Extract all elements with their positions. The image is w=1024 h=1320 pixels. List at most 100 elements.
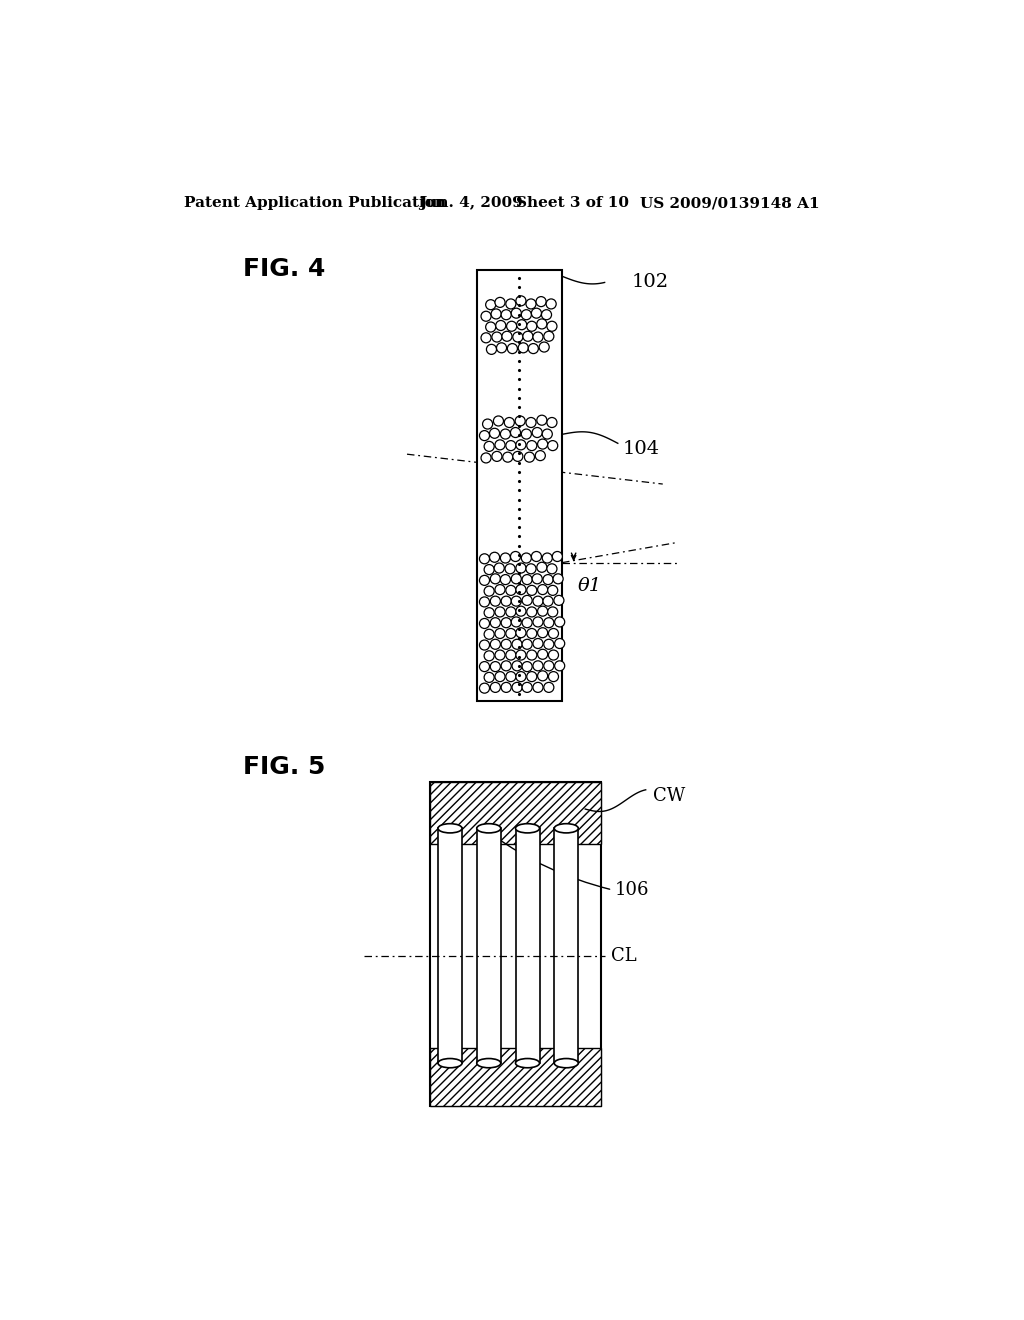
Circle shape <box>518 343 528 352</box>
Circle shape <box>506 672 516 681</box>
Circle shape <box>479 554 489 564</box>
Circle shape <box>512 661 522 671</box>
Circle shape <box>526 298 536 309</box>
Text: CW: CW <box>653 787 686 805</box>
Ellipse shape <box>515 824 540 833</box>
Circle shape <box>515 416 525 426</box>
Circle shape <box>490 618 501 628</box>
Ellipse shape <box>554 1059 579 1068</box>
Circle shape <box>516 606 526 616</box>
Circle shape <box>538 628 548 638</box>
Circle shape <box>549 672 558 681</box>
Circle shape <box>532 639 543 648</box>
Ellipse shape <box>438 824 462 833</box>
Circle shape <box>479 661 489 672</box>
Circle shape <box>552 552 562 561</box>
Text: FIG. 4: FIG. 4 <box>243 256 325 281</box>
Circle shape <box>490 682 501 693</box>
Circle shape <box>522 661 532 672</box>
Circle shape <box>532 574 543 583</box>
Circle shape <box>479 684 489 693</box>
Circle shape <box>536 450 546 461</box>
Circle shape <box>526 321 537 331</box>
Circle shape <box>496 321 506 330</box>
Circle shape <box>547 564 557 574</box>
Circle shape <box>506 585 516 595</box>
Circle shape <box>547 417 557 428</box>
Circle shape <box>485 322 496 333</box>
Ellipse shape <box>477 1059 501 1068</box>
Circle shape <box>531 308 542 318</box>
Circle shape <box>532 661 543 671</box>
Circle shape <box>484 672 495 682</box>
Circle shape <box>523 331 532 342</box>
Circle shape <box>495 440 505 450</box>
Bar <box>477 271 562 701</box>
Circle shape <box>503 453 513 462</box>
Circle shape <box>490 639 501 649</box>
Circle shape <box>526 607 537 616</box>
Circle shape <box>543 553 552 564</box>
Circle shape <box>532 616 543 627</box>
Ellipse shape <box>438 1059 462 1068</box>
Circle shape <box>495 564 504 573</box>
Circle shape <box>537 562 547 573</box>
Circle shape <box>521 553 531 564</box>
Circle shape <box>497 343 507 352</box>
Circle shape <box>548 585 558 595</box>
Circle shape <box>495 607 505 616</box>
Circle shape <box>501 553 510 564</box>
Text: 102: 102 <box>632 273 669 290</box>
Circle shape <box>526 672 537 681</box>
Circle shape <box>504 417 514 428</box>
Circle shape <box>528 343 539 354</box>
Circle shape <box>501 429 510 440</box>
Circle shape <box>501 618 511 628</box>
Circle shape <box>484 651 495 661</box>
Text: Patent Application Publication: Patent Application Publication <box>183 197 445 210</box>
Circle shape <box>489 552 500 562</box>
Circle shape <box>484 586 495 597</box>
Bar <box>554 829 579 1063</box>
Circle shape <box>490 597 501 606</box>
Circle shape <box>501 682 511 693</box>
Circle shape <box>544 661 554 671</box>
Circle shape <box>526 564 536 574</box>
Circle shape <box>484 565 495 574</box>
Circle shape <box>553 574 563 583</box>
Circle shape <box>521 429 531 440</box>
Circle shape <box>507 321 517 331</box>
Circle shape <box>522 595 532 606</box>
Circle shape <box>548 441 558 450</box>
Bar <box>430 781 601 1106</box>
Circle shape <box>484 630 495 639</box>
Circle shape <box>507 343 517 354</box>
Circle shape <box>495 585 505 594</box>
Circle shape <box>512 682 522 693</box>
Circle shape <box>492 309 501 319</box>
Circle shape <box>548 607 558 616</box>
Circle shape <box>506 441 516 450</box>
Circle shape <box>532 333 543 342</box>
Circle shape <box>544 682 554 693</box>
Ellipse shape <box>554 824 579 833</box>
Circle shape <box>516 628 526 638</box>
Circle shape <box>526 649 537 660</box>
Circle shape <box>537 319 547 329</box>
Circle shape <box>538 585 548 594</box>
Circle shape <box>516 296 526 306</box>
Bar <box>515 829 540 1063</box>
Circle shape <box>526 628 537 639</box>
Circle shape <box>489 428 500 438</box>
Circle shape <box>542 310 552 319</box>
Circle shape <box>511 574 521 583</box>
Circle shape <box>495 628 505 639</box>
Circle shape <box>492 451 502 462</box>
Circle shape <box>479 430 489 441</box>
Circle shape <box>479 576 489 585</box>
Circle shape <box>484 607 495 618</box>
Text: 106: 106 <box>614 880 649 899</box>
Bar <box>438 829 462 1063</box>
Circle shape <box>522 618 532 628</box>
Circle shape <box>547 321 557 331</box>
